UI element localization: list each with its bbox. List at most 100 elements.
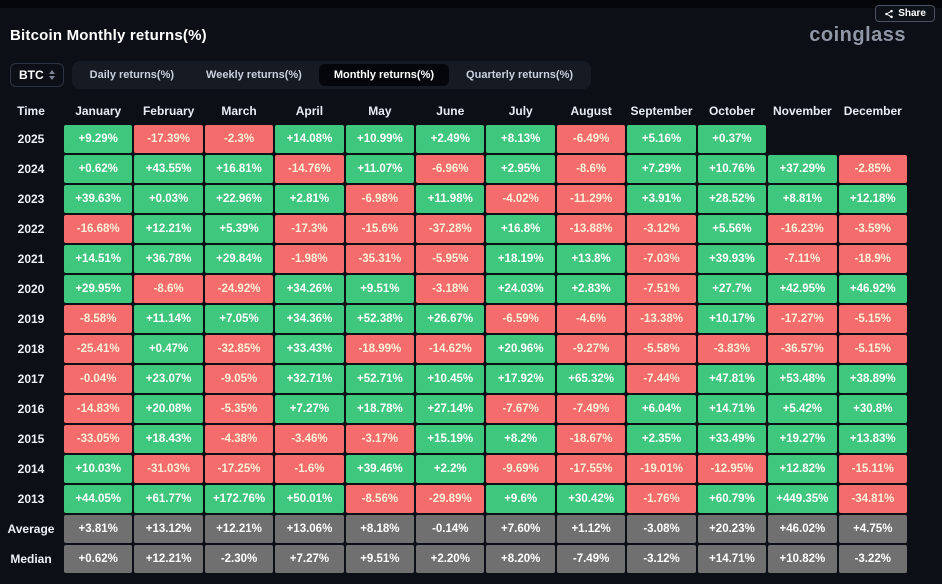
return-cell: +5.39% — [204, 215, 274, 243]
column-header: October — [708, 104, 755, 118]
row-label: 2014 — [17, 462, 45, 476]
return-cell: +14.51% — [64, 245, 133, 273]
return-cell: -17.25% — [204, 455, 274, 483]
return-cell: -7.67% — [486, 395, 555, 423]
return-cell: +15.19% — [416, 425, 485, 453]
return-cell: -24.92% — [204, 275, 274, 303]
return-cell: -7.49% — [556, 545, 626, 573]
row-label: Median — [10, 552, 52, 566]
return-cell: +24.03% — [486, 275, 555, 303]
return-cell: -18.67% — [556, 425, 626, 453]
return-cell: +8.2% — [486, 425, 555, 453]
return-cell: +8.81% — [768, 185, 837, 213]
row-label: Average — [7, 522, 55, 536]
return-cell: -12.95% — [697, 455, 767, 483]
row-label: 2024 — [17, 162, 45, 176]
controls-bar: BTC Daily returns(%) Weekly returns(%) Mon… — [10, 61, 932, 89]
return-cell: -1.98% — [275, 245, 344, 273]
return-cell: -14.83% — [64, 395, 133, 423]
return-cell: +7.05% — [204, 305, 274, 333]
return-cell: -3.17% — [345, 425, 415, 453]
return-cell: +12.21% — [204, 515, 274, 543]
return-cell: -7.03% — [627, 245, 696, 273]
return-cell: -2.30% — [204, 545, 274, 573]
row-label: 2023 — [17, 192, 45, 206]
return-cell: -7.11% — [768, 245, 837, 273]
share-button[interactable]: Share — [875, 5, 935, 22]
return-cell: +38.89% — [838, 365, 907, 393]
return-cell: -13.88% — [556, 215, 626, 243]
return-cell: -11.29% — [556, 185, 626, 213]
return-cell: +9.6% — [486, 485, 555, 513]
symbol-select[interactable]: BTC — [10, 63, 64, 87]
column-header: April — [295, 104, 324, 118]
return-cell: -8.58% — [64, 305, 133, 333]
return-cell: -33.05% — [64, 425, 133, 453]
return-cell: +47.81% — [697, 365, 767, 393]
return-cell: +60.79% — [697, 485, 767, 513]
return-cell: +11.98% — [416, 185, 485, 213]
symbol-select-value: BTC — [19, 68, 44, 82]
return-cell: +9.51% — [345, 545, 415, 573]
row-label: 2015 — [17, 432, 45, 446]
return-cell: +7.27% — [275, 545, 344, 573]
tab-daily-returns[interactable]: Daily returns(%) — [89, 69, 175, 81]
return-cell: -14.62% — [416, 335, 485, 363]
return-cell: +4.75% — [838, 515, 907, 543]
return-cell: +13.8% — [556, 245, 626, 273]
return-cell: -4.6% — [556, 305, 626, 333]
return-cell: +10.45% — [416, 365, 485, 393]
share-button-label: Share — [898, 8, 926, 19]
return-cell: +2.81% — [275, 185, 344, 213]
return-cell: -6.96% — [416, 155, 485, 183]
return-cell: -25.41% — [64, 335, 133, 363]
return-cell: -14.76% — [275, 155, 344, 183]
return-cell: +20.08% — [134, 395, 203, 423]
return-cell: +19.27% — [768, 425, 837, 453]
return-cell: +32.71% — [275, 365, 344, 393]
return-cell: +12.18% — [838, 185, 907, 213]
return-cell: -2.3% — [204, 125, 274, 153]
return-cell: +50.01% — [275, 485, 344, 513]
page-title: Bitcoin Monthly returns(%) — [10, 27, 207, 44]
column-header: June — [436, 104, 465, 118]
return-cell: +39.46% — [345, 455, 415, 483]
tab-weekly-returns[interactable]: Weekly returns(%) — [206, 69, 302, 81]
return-cell: -18.99% — [345, 335, 415, 363]
row-label: 2018 — [17, 342, 45, 356]
column-header: March — [221, 104, 257, 118]
return-cell: +52.38% — [345, 305, 415, 333]
tab-quarterly-returns[interactable]: Quarterly returns(%) — [466, 69, 574, 81]
return-cell: +10.03% — [64, 455, 133, 483]
return-cell: -7.44% — [627, 365, 696, 393]
return-cell: -3.22% — [838, 545, 907, 573]
return-cell: +22.96% — [204, 185, 274, 213]
return-cell: -0.14% — [416, 515, 485, 543]
tab-monthly-returns[interactable]: Monthly returns(%) — [318, 64, 450, 86]
return-cell: -15.6% — [345, 215, 415, 243]
return-cell: +27.7% — [697, 275, 767, 303]
return-cell: +12.82% — [768, 455, 837, 483]
time-column-header: Time — [17, 104, 45, 118]
return-cell: +8.20% — [486, 545, 555, 573]
return-cell: -17.39% — [134, 125, 203, 153]
column-header: May — [368, 104, 392, 118]
row-label: 2020 — [17, 282, 45, 296]
return-cell: -5.15% — [838, 305, 907, 333]
return-cell: +5.42% — [768, 395, 837, 423]
return-cell: -3.83% — [697, 335, 767, 363]
return-cell: -29.89% — [416, 485, 485, 513]
return-cell: +37.29% — [768, 155, 837, 183]
return-cell: +18.43% — [134, 425, 203, 453]
return-cell: +28.52% — [697, 185, 767, 213]
return-cell: -6.49% — [556, 125, 626, 153]
return-cell: +10.76% — [697, 155, 767, 183]
return-cell: -7.51% — [627, 275, 696, 303]
return-cell: -5.95% — [416, 245, 485, 273]
return-cell: -19.01% — [627, 455, 696, 483]
return-cell: +9.29% — [64, 125, 133, 153]
return-cell: +52.71% — [345, 365, 415, 393]
return-cell: -8.6% — [134, 275, 203, 303]
return-cell: -7.49% — [556, 395, 626, 423]
column-header: November — [773, 104, 832, 118]
